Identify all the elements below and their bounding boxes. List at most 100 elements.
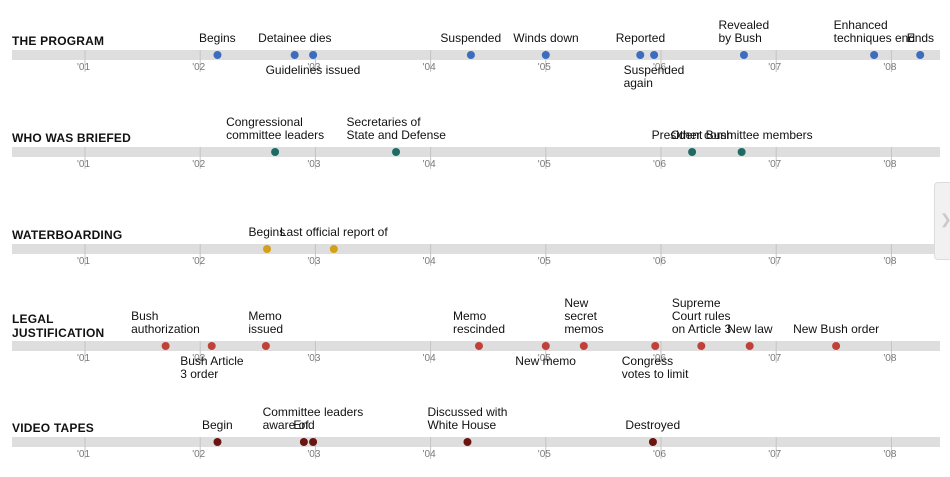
event-label: Memo issued — [248, 309, 284, 336]
event-label: Last official report of — [279, 225, 388, 239]
event-dot[interactable] — [329, 245, 338, 253]
event-dot[interactable] — [309, 51, 318, 59]
event-label: Begins — [198, 31, 236, 45]
event-label: New law — [727, 322, 773, 336]
year-tick-label: '01 — [77, 62, 91, 73]
event-dot[interactable] — [636, 51, 645, 59]
event-dot[interactable] — [688, 148, 697, 156]
year-tick-label: '03 — [307, 256, 321, 267]
event-label: Destroyed — [625, 418, 681, 432]
event-label: Secretaries of State and Defense — [346, 115, 446, 142]
timeline-bar — [12, 244, 940, 254]
event-label: New secret memos — [564, 296, 604, 336]
event-label: Begin — [201, 418, 233, 432]
event-dot[interactable] — [832, 342, 841, 350]
event-dot[interactable] — [745, 342, 754, 350]
year-tick-label: '01 — [77, 256, 91, 267]
year-tick-label: '04 — [422, 256, 436, 267]
year-tick-label: '04 — [422, 449, 436, 460]
event-label: New memo — [515, 354, 576, 368]
event-label: Guidelines issued — [265, 63, 361, 77]
year-tick-label: '03 — [307, 353, 321, 364]
event-label: Congress votes to limit — [621, 354, 689, 381]
event-dot[interactable] — [161, 342, 170, 350]
event-dot[interactable] — [870, 51, 879, 59]
event-dot[interactable] — [916, 51, 925, 59]
event-label: Other committee members — [670, 128, 813, 142]
event-dot[interactable] — [541, 51, 550, 59]
year-tick-label: '06 — [653, 449, 667, 460]
event-label: Reported — [615, 31, 666, 45]
event-dot[interactable] — [697, 342, 706, 350]
event-dot[interactable] — [648, 438, 657, 446]
event-label: Suspended again — [623, 63, 685, 90]
year-tick-label: '08 — [883, 159, 897, 170]
event-label: Revealed by Bush — [718, 18, 770, 45]
year-tick-label: '03 — [307, 159, 321, 170]
year-tick-label: '02 — [192, 62, 206, 73]
row-title: WATERBOARDING — [12, 228, 123, 242]
year-tick-label: '06 — [653, 159, 667, 170]
event-label: New Bush order — [793, 322, 880, 336]
event-dot[interactable] — [299, 438, 308, 446]
event-dot[interactable] — [737, 148, 746, 156]
event-label: Congressional committee leaders — [226, 115, 325, 142]
event-dot[interactable] — [290, 51, 299, 59]
event-dot[interactable] — [463, 438, 472, 446]
event-dot[interactable] — [474, 342, 483, 350]
event-label: Memo rescinded — [452, 309, 505, 336]
event-dot[interactable] — [261, 342, 270, 350]
timeline-bar — [12, 50, 940, 60]
chevron-right-icon: ❯ — [940, 211, 950, 228]
event-dot[interactable] — [579, 342, 588, 350]
event-dot[interactable] — [466, 51, 475, 59]
event-dot[interactable] — [207, 342, 216, 350]
event-dot[interactable] — [213, 438, 222, 446]
event-dot[interactable] — [271, 148, 280, 156]
event-label: Suspended — [440, 31, 502, 45]
event-label: Winds down — [513, 31, 579, 45]
event-dot[interactable] — [392, 148, 401, 156]
year-tick-label: '07 — [768, 159, 782, 170]
event-dot[interactable] — [263, 245, 272, 253]
event-dot[interactable] — [650, 51, 659, 59]
row-title: WHO WAS BRIEFED — [12, 131, 131, 145]
year-tick-label: '04 — [422, 159, 436, 170]
year-tick-label: '07 — [768, 449, 782, 460]
row-title: THE PROGRAM — [12, 34, 105, 48]
year-tick-label: '08 — [883, 256, 897, 267]
event-label: Supreme Court rules on Article 3 — [671, 296, 732, 336]
event-label: Committee leaders aware of — [262, 405, 364, 432]
event-label: Begins — [248, 225, 286, 239]
year-tick-label: '03 — [307, 62, 321, 73]
year-tick-label: '06 — [653, 62, 667, 73]
year-tick-label: '05 — [537, 62, 551, 73]
year-tick-label: '07 — [768, 62, 782, 73]
event-label: Enhanced techniques end — [833, 18, 916, 45]
event-label: Discussed with White House — [427, 405, 508, 432]
event-label: Bush Article 3 order — [180, 354, 244, 381]
year-tick-label: '02 — [192, 256, 206, 267]
year-tick-label: '08 — [883, 353, 897, 364]
year-tick-label: '05 — [537, 256, 551, 267]
event-dot[interactable] — [739, 51, 748, 59]
row-title: LEGAL JUSTIFICATION — [12, 312, 105, 340]
year-tick-label: '05 — [537, 159, 551, 170]
event-dot[interactable] — [213, 51, 222, 59]
year-tick-label: '06 — [653, 256, 667, 267]
event-label: Bush authorization — [131, 309, 200, 336]
event-dot[interactable] — [541, 342, 550, 350]
year-tick-label: '02 — [192, 159, 206, 170]
side-scroll-tab[interactable]: ❯ — [934, 182, 950, 260]
year-tick-label: '05 — [537, 449, 551, 460]
event-dot[interactable] — [651, 342, 660, 350]
timeline-bar — [12, 147, 940, 157]
row-title: VIDEO TAPES — [12, 421, 94, 435]
event-dot[interactable] — [309, 438, 318, 446]
timeline-bar — [12, 437, 940, 447]
year-tick-label: '01 — [77, 353, 91, 364]
year-tick-label: '07 — [768, 353, 782, 364]
event-label: End — [293, 418, 315, 432]
